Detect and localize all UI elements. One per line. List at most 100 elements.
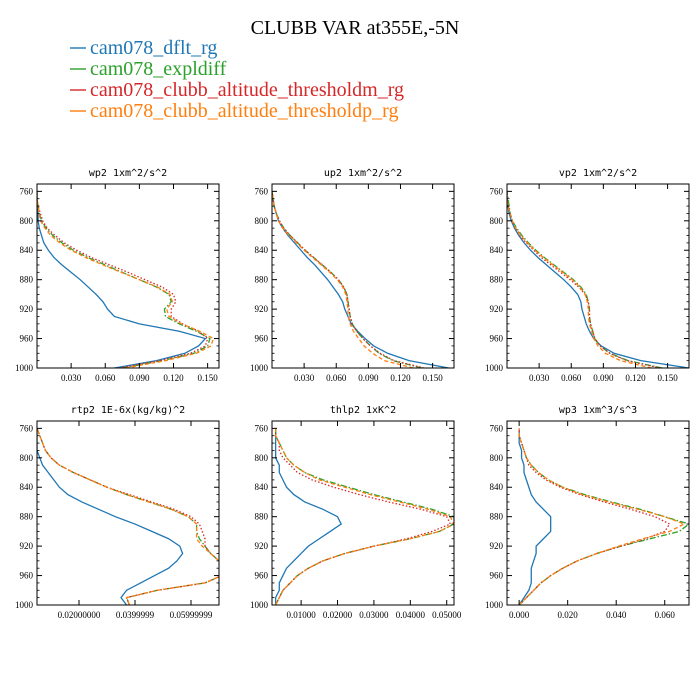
y-tick-label: 920 xyxy=(255,304,269,314)
series-line-3 xyxy=(518,428,686,605)
x-tick-label: 0.120 xyxy=(163,373,184,383)
legend-item: cam078_clubb_altitude_thresholdp_rg xyxy=(70,100,398,122)
x-tick-label: 0.060 xyxy=(326,373,347,383)
panel-title: up2 1xm^2/s^2 xyxy=(324,168,402,179)
y-tick-label: 760 xyxy=(20,186,34,196)
series-group xyxy=(37,191,215,368)
y-tick-label: 800 xyxy=(490,453,504,463)
y-tick-label: 1000 xyxy=(485,600,504,610)
series-line-2 xyxy=(518,428,671,605)
x-tick-label: 0.060 xyxy=(655,610,676,620)
series-group xyxy=(37,428,219,605)
panel-title: rtp2 1E-6x(kg/kg)^2 xyxy=(71,405,185,416)
plot-frame xyxy=(271,420,455,606)
series-group xyxy=(518,428,689,605)
y-tick-label: 840 xyxy=(490,245,504,255)
y-tick-label: 920 xyxy=(255,541,269,551)
series-line-1 xyxy=(507,191,663,368)
panel-title: wp2 1xm^2/s^2 xyxy=(89,168,167,179)
series-line-0 xyxy=(507,191,689,368)
x-tick-label: 0.000 xyxy=(509,610,530,620)
x-tick-label: 0.090 xyxy=(358,373,379,383)
series-line-3 xyxy=(272,191,414,368)
x-tick-label: 0.120 xyxy=(390,373,411,383)
x-tick-label: 0.05000 xyxy=(432,610,462,620)
y-tick-label: 800 xyxy=(255,453,269,463)
x-tick-label: 0.020 xyxy=(558,610,579,620)
y-tick-label: 960 xyxy=(255,334,269,344)
x-tick-label: 0.150 xyxy=(657,373,678,383)
series-group xyxy=(274,428,454,605)
y-tick-label: 880 xyxy=(20,512,34,522)
plot-frame xyxy=(36,183,220,369)
y-tick-label: 800 xyxy=(490,216,504,226)
series-group xyxy=(507,191,689,368)
series-line-0 xyxy=(37,191,207,368)
panel-title: wp3 1xm^3/s^3 xyxy=(559,405,637,416)
series-line-2 xyxy=(272,191,425,368)
x-tick-label: 0.0399999 xyxy=(116,610,155,620)
y-tick-label: 880 xyxy=(490,275,504,285)
y-tick-label: 880 xyxy=(255,275,269,285)
y-tick-label: 840 xyxy=(255,482,269,492)
x-tick-label: 0.090 xyxy=(129,373,150,383)
legend-item: cam078_clubb_altitude_thresholdm_rg xyxy=(70,79,404,101)
y-tick-label: 920 xyxy=(20,541,34,551)
x-tick-label: 0.02000000 xyxy=(58,610,101,620)
legend-label-3: cam078_clubb_altitude_thresholdp_rg xyxy=(90,100,398,122)
x-tick-label: 0.150 xyxy=(422,373,443,383)
panel-title: thlp2 1xK^2 xyxy=(330,405,396,416)
panel-2: vp2 1xm^2/s^2 760 800 840 880 920 960 1000 0.030… xyxy=(485,168,690,383)
figure-title: CLUBB VAR at355E,-5N xyxy=(251,17,460,39)
y-tick-label: 960 xyxy=(20,571,34,581)
series-line-3 xyxy=(37,191,215,368)
y-tick-label: 960 xyxy=(490,334,504,344)
series-line-0 xyxy=(518,428,552,605)
x-tick-label: 0.060 xyxy=(95,373,116,383)
y-tick-label: 760 xyxy=(20,423,34,433)
panel-title: vp2 1xm^2/s^2 xyxy=(559,168,637,179)
panel-grid: wp2 1xm^2/s^2 760 800 840 880 920 960 1000 0.030… xyxy=(15,168,690,620)
y-tick-label: 1000 xyxy=(485,363,504,373)
y-tick-label: 760 xyxy=(490,186,504,196)
y-tick-label: 840 xyxy=(20,482,34,492)
legend-label-1: cam078_expldiff xyxy=(90,58,227,80)
series-line-0 xyxy=(37,428,184,605)
series-line-1 xyxy=(272,191,423,368)
x-tick-label: 0.05999999 xyxy=(170,610,213,620)
x-tick-label: 0.040 xyxy=(606,610,627,620)
panel-5: wp3 1xm^3/s^3 760 800 840 880 920 960 1000 0.000… xyxy=(485,405,690,620)
y-tick-label: 760 xyxy=(255,186,269,196)
x-tick-label: 0.030 xyxy=(61,373,82,383)
x-tick-label: 0.01000 xyxy=(286,610,316,620)
y-tick-label: 960 xyxy=(20,334,34,344)
panel-4: thlp2 1xK^2 760 800 840 880 920 960 1000 0.01000… xyxy=(250,405,462,620)
series-line-2 xyxy=(507,191,661,368)
y-tick-label: 840 xyxy=(490,482,504,492)
y-tick-label: 880 xyxy=(255,512,269,522)
series-line-2 xyxy=(37,191,209,368)
plot-frame xyxy=(271,183,455,369)
series-line-1 xyxy=(274,428,454,605)
plot-frame xyxy=(36,420,220,606)
panel-3: rtp2 1E-6x(kg/kg)^2 760 800 840 880 920 960 100… xyxy=(15,405,220,620)
x-tick-label: 0.030 xyxy=(294,373,315,383)
series-line-1 xyxy=(37,428,219,605)
y-tick-label: 840 xyxy=(255,245,269,255)
legend-item: cam078_dflt_rg xyxy=(70,37,217,59)
y-tick-label: 760 xyxy=(490,423,504,433)
y-tick-label: 960 xyxy=(255,571,269,581)
legend-label-0: cam078_dflt_rg xyxy=(90,37,217,59)
legend-label-2: cam078_clubb_altitude_thresholdm_rg xyxy=(90,79,404,101)
plot-frame xyxy=(506,183,690,369)
x-tick-label: 0.150 xyxy=(198,373,219,383)
y-tick-label: 1000 xyxy=(250,600,269,610)
y-tick-label: 800 xyxy=(20,453,34,463)
y-tick-label: 760 xyxy=(255,423,269,433)
y-tick-label: 1000 xyxy=(15,600,34,610)
y-tick-label: 1000 xyxy=(250,363,269,373)
y-tick-label: 920 xyxy=(490,304,504,314)
series-group xyxy=(272,191,449,368)
y-tick-label: 920 xyxy=(20,304,34,314)
series-line-3 xyxy=(37,428,219,605)
